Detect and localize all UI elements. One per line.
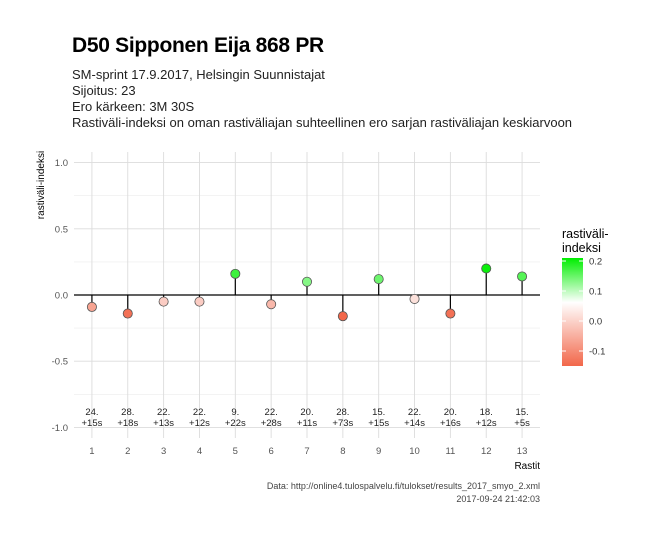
x-tick-label: 13 xyxy=(517,446,528,457)
x-tick-label: 9 xyxy=(376,446,381,457)
y-axis-label: rastiväli-indeksi xyxy=(36,151,47,219)
annotation-diff: +22s xyxy=(225,418,246,429)
legend-title-line2: indeksi xyxy=(562,241,601,255)
annotation-rank: 15. xyxy=(372,407,385,418)
data-point xyxy=(122,308,133,319)
annotation-diff: +13s xyxy=(153,418,174,429)
data-point xyxy=(301,276,312,287)
annotation-rank: 9. xyxy=(231,407,239,418)
data-point xyxy=(445,308,456,319)
annotation-rank: 22. xyxy=(408,407,421,418)
source-caption: Data: http://online4.tulospalvelu.fi/tul… xyxy=(267,481,540,491)
annotation-diff: +5s xyxy=(514,418,530,429)
color-legend: rastiväli- indeksi 0.2 0.1 0.0 -0.1 xyxy=(562,227,609,366)
x-tick-label: 1 xyxy=(89,446,94,457)
legend-tick-label: 0.1 xyxy=(589,287,602,298)
x-tick-label: 11 xyxy=(445,446,455,457)
data-point xyxy=(373,274,384,285)
data-point xyxy=(194,296,205,307)
annotation-rank: 24. xyxy=(85,407,98,418)
y-tick-label: -0.5 xyxy=(52,357,68,368)
data-point xyxy=(481,263,492,274)
data-point xyxy=(230,268,241,279)
legend-tick-label: -0.1 xyxy=(589,347,605,358)
x-tick-label: 2 xyxy=(125,446,130,457)
x-tick-label: 12 xyxy=(481,446,492,457)
annotation-diff: +12s xyxy=(476,418,497,429)
y-tick-label: 0.0 xyxy=(55,291,68,302)
x-tick-label: 10 xyxy=(409,446,420,457)
chart-title: D50 Sipponen Eija 868 PR xyxy=(72,34,324,57)
legend-colorbar xyxy=(562,258,583,366)
annotation-diff: +11s xyxy=(297,418,317,429)
annotation-rank: 28. xyxy=(121,407,134,418)
data-point xyxy=(266,299,277,310)
y-tick-label: 0.5 xyxy=(55,224,68,235)
timestamp-caption: 2017-09-24 21:42:03 xyxy=(456,494,540,504)
annotation-diff: +12s xyxy=(189,418,210,429)
subtitle-placement: Sijoitus: 23 xyxy=(72,83,136,98)
legend-tick-label: 0.0 xyxy=(589,317,602,328)
x-tick-label: 7 xyxy=(304,446,309,457)
point-annotations: 24.+15s28.+18s22.+13s22.+12s9.+22s22.+28… xyxy=(81,407,530,429)
x-tick-label: 8 xyxy=(340,446,345,457)
annotation-diff: +28s xyxy=(261,418,282,429)
subtitle-description: Rastiväli-indeksi on oman rastiväliajan … xyxy=(72,115,573,130)
annotation-rank: 15. xyxy=(515,407,528,418)
x-axis-label: Rastit xyxy=(514,461,540,472)
data-point xyxy=(337,311,348,322)
points xyxy=(86,263,528,322)
annotation-rank: 22. xyxy=(265,407,278,418)
legend-tick-label: 0.2 xyxy=(589,257,602,268)
annotation-rank: 28. xyxy=(336,407,349,418)
x-tick-label: 5 xyxy=(233,446,238,457)
annotation-diff: +16s xyxy=(440,418,461,429)
annotation-rank: 20. xyxy=(300,407,313,418)
data-point xyxy=(517,271,528,282)
annotation-diff: +15s xyxy=(81,418,102,429)
data-point xyxy=(409,293,420,304)
annotation-rank: 22. xyxy=(193,407,206,418)
data-point xyxy=(86,301,97,312)
subtitle-event: SM-sprint 17.9.2017, Helsingin Suunnista… xyxy=(72,67,325,82)
legend-title-line1: rastiväli- xyxy=(562,227,609,241)
x-axis: 1 2 3 4 5 6 7 8 9 10 11 12 13 xyxy=(89,446,527,457)
x-tick-label: 4 xyxy=(197,446,202,457)
y-tick-label: 1.0 xyxy=(55,158,68,169)
data-point xyxy=(158,296,169,307)
annotation-diff: +18s xyxy=(117,418,138,429)
subtitle-gap: Ero kärkeen: 3M 30S xyxy=(72,99,195,114)
x-tick-label: 6 xyxy=(269,446,274,457)
annotation-diff: +15s xyxy=(368,418,389,429)
annotation-rank: 18. xyxy=(480,407,493,418)
x-tick-label: 3 xyxy=(161,446,166,457)
annotation-rank: 20. xyxy=(444,407,457,418)
y-axis: -1.0 -0.5 0.0 0.5 1.0 xyxy=(52,158,68,434)
annotation-diff: +73s xyxy=(332,418,353,429)
annotation-diff: +14s xyxy=(404,418,425,429)
y-tick-label: -1.0 xyxy=(52,423,68,434)
annotation-rank: 22. xyxy=(157,407,170,418)
